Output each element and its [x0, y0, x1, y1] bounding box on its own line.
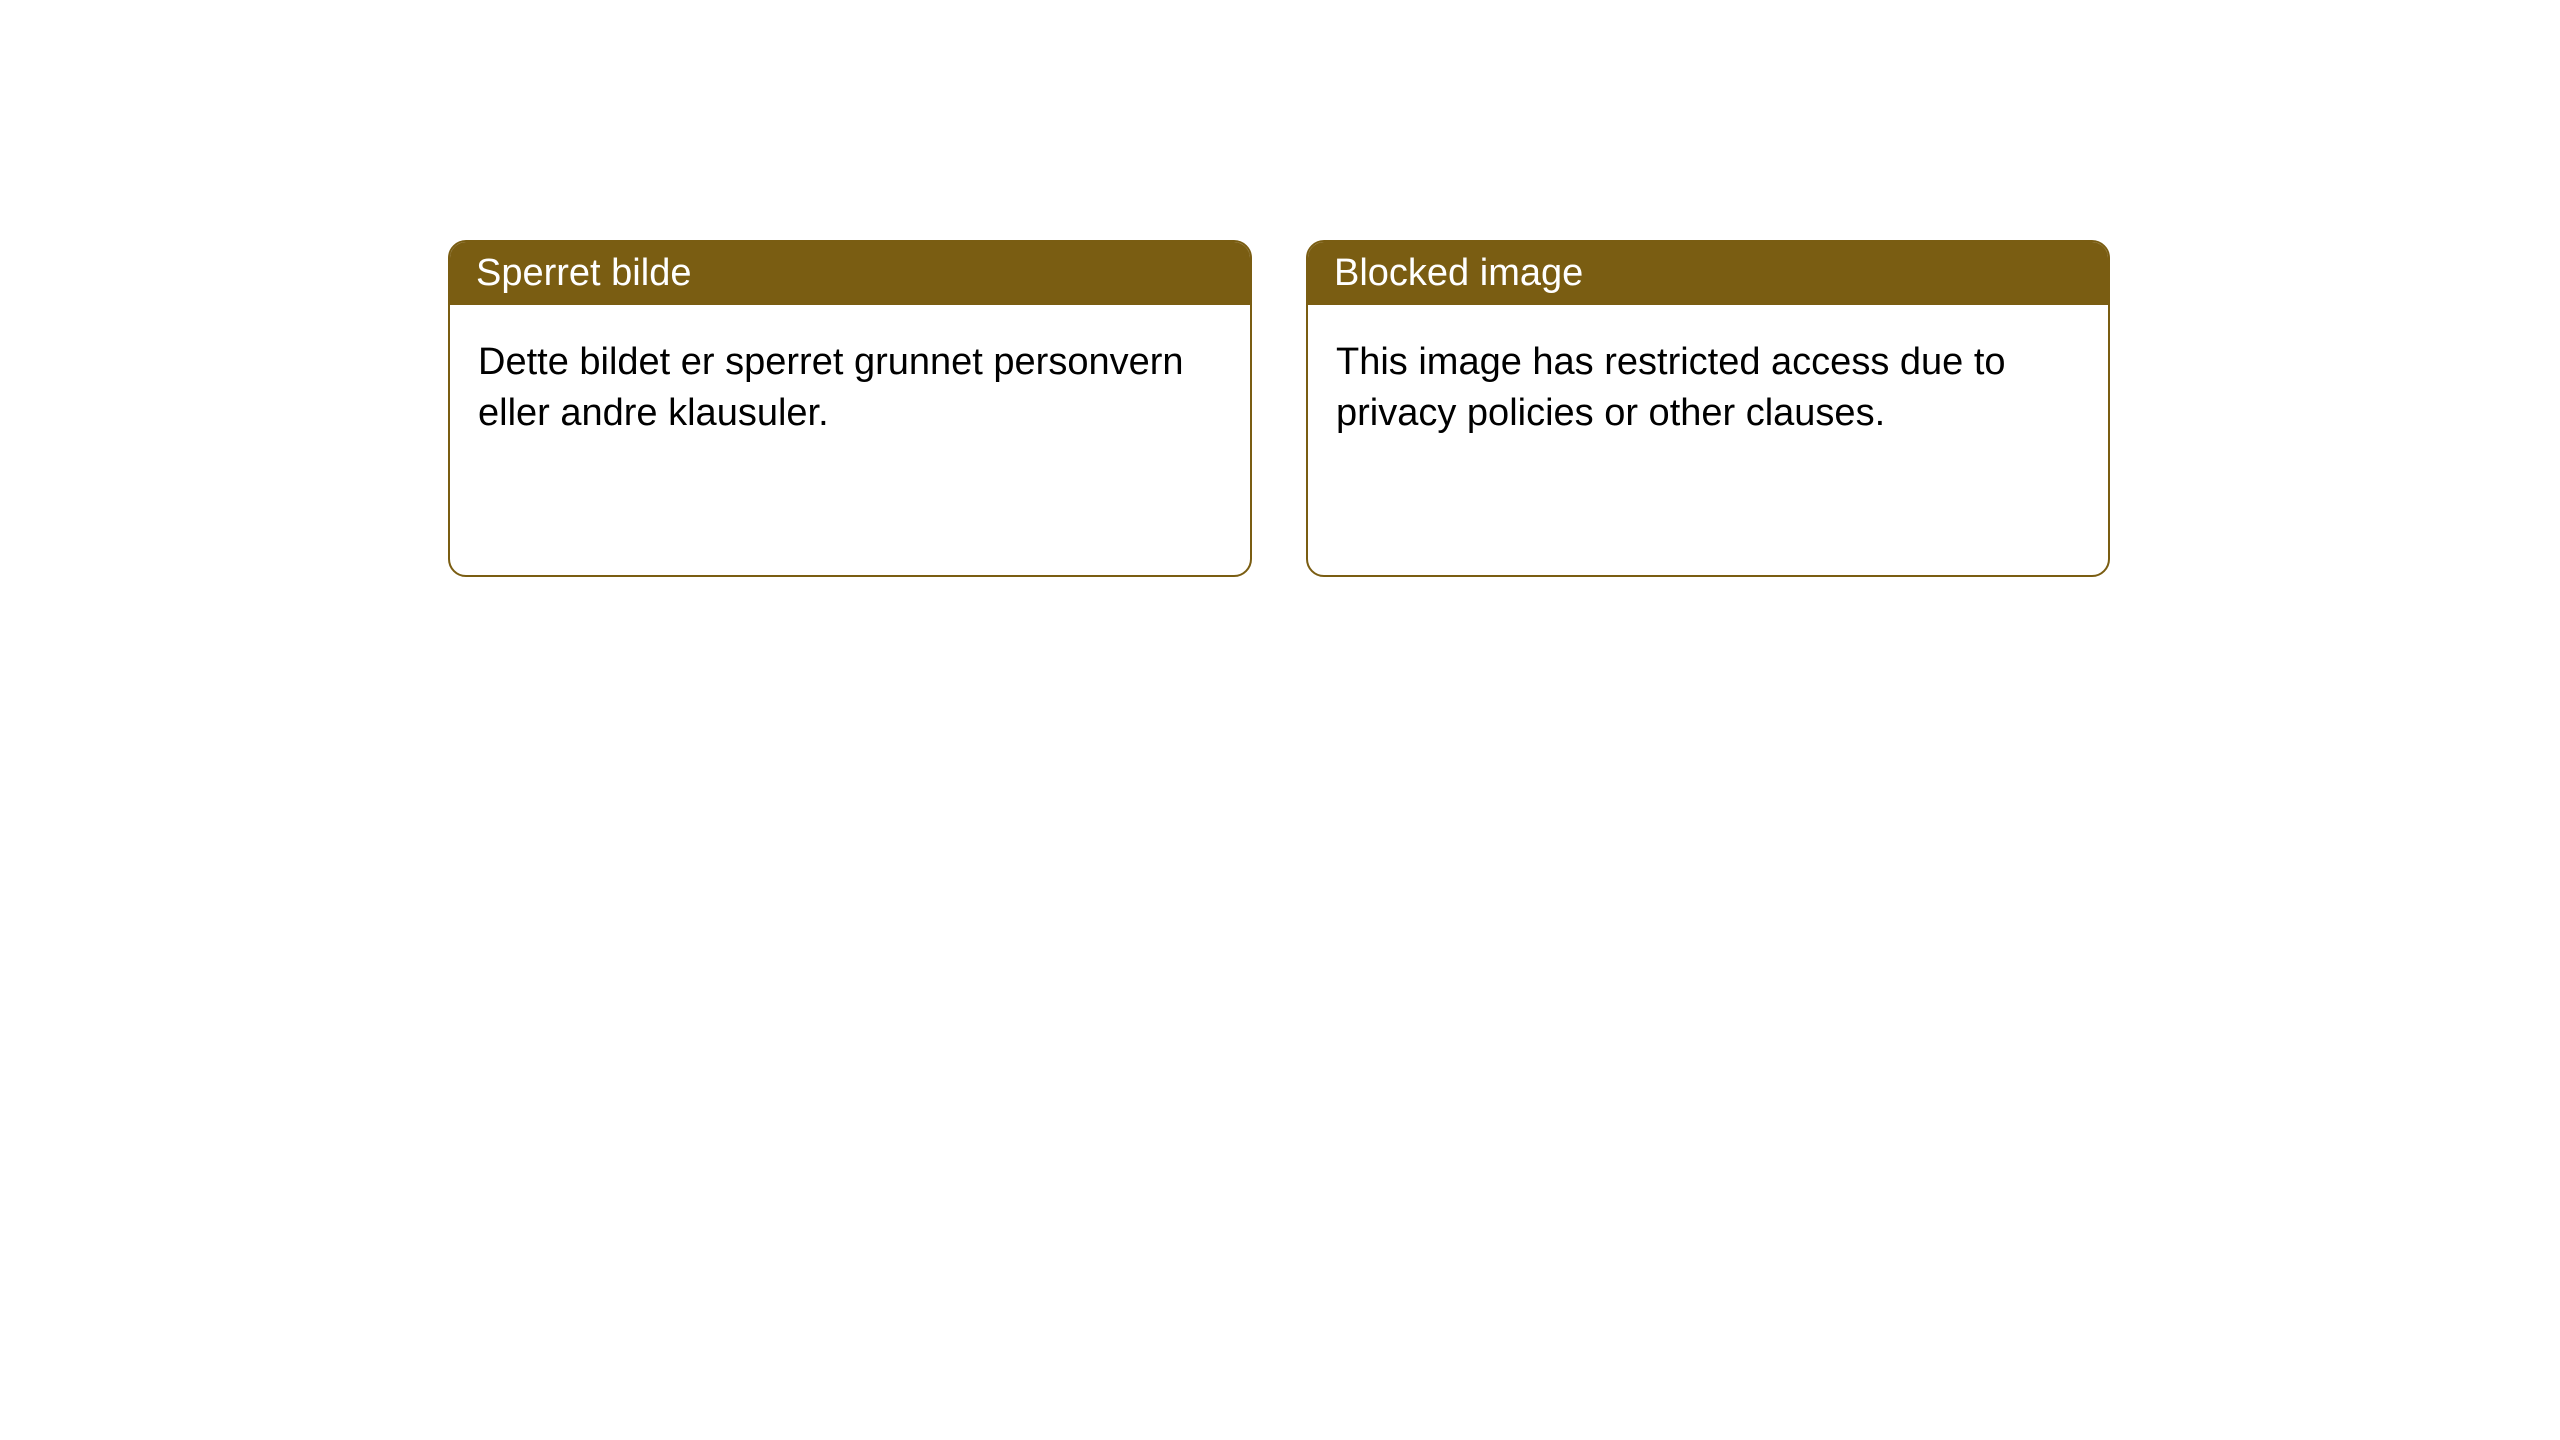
notice-body: Dette bildet er sperret grunnet personve…: [450, 305, 1250, 575]
notice-header: Blocked image: [1308, 242, 2108, 305]
notice-header: Sperret bilde: [450, 242, 1250, 305]
notice-body: This image has restricted access due to …: [1308, 305, 2108, 575]
notice-card-norwegian: Sperret bilde Dette bildet er sperret gr…: [448, 240, 1252, 577]
notice-card-english: Blocked image This image has restricted …: [1306, 240, 2110, 577]
notice-container: Sperret bilde Dette bildet er sperret gr…: [0, 0, 2560, 577]
